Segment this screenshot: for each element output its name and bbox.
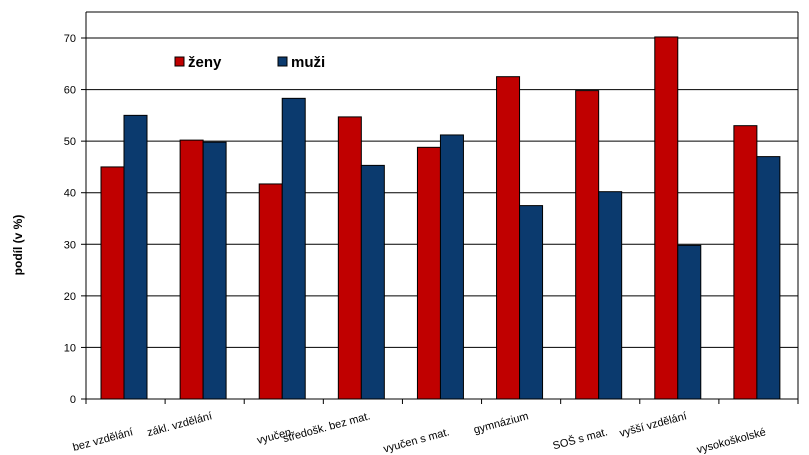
- y-tick-label: 70: [64, 33, 76, 45]
- y-tick-label: 0: [70, 394, 76, 406]
- bar-zeny: [575, 90, 600, 400]
- bar-muzi: [598, 191, 623, 400]
- bar-muzi: [756, 156, 781, 400]
- y-tick-label: 50: [64, 136, 76, 148]
- bar-muzi: [123, 114, 148, 400]
- bar-zeny: [258, 183, 283, 400]
- y-tick-label: 30: [64, 239, 76, 251]
- x-category-label: vyšší vzdělání: [618, 410, 688, 439]
- y-tick-label: 60: [64, 85, 76, 97]
- bar-zeny: [100, 166, 125, 400]
- bar-zeny: [179, 139, 204, 400]
- legend-swatch-zeny: [174, 56, 185, 67]
- bar-muzi: [202, 141, 227, 400]
- y-tick-label: 40: [64, 188, 76, 200]
- legend-label-zeny: ženy: [188, 54, 222, 71]
- x-category-label: vyučen s mat.: [382, 426, 451, 455]
- bar-muzi: [360, 164, 385, 400]
- y-tick-label: 20: [64, 291, 76, 303]
- x-category-label: bez vzdělání: [72, 426, 135, 454]
- x-category-label: gymnázium: [472, 410, 529, 436]
- legend-swatch-muzi: [277, 56, 288, 67]
- bar-zeny: [733, 125, 758, 400]
- x-category-label: středošk. bez mat.: [282, 410, 372, 445]
- axes: [81, 11, 799, 404]
- bars: [100, 36, 781, 400]
- legend-label-muzi: muži: [291, 54, 325, 71]
- x-category-label: zákl. vzdělání: [146, 410, 213, 439]
- legend: ženy muži: [174, 54, 325, 71]
- y-tick-label: 10: [64, 342, 76, 354]
- bar-zeny: [496, 76, 521, 400]
- x-category-label: SOŠ s mat.: [551, 425, 609, 452]
- bar-muzi: [519, 205, 544, 400]
- bar-zeny: [337, 116, 362, 400]
- bar-muzi: [677, 244, 702, 400]
- y-tick-labels: 0 10 20 30 40 50 60 70: [64, 33, 76, 406]
- y-axis-title: podíl (v %): [11, 215, 25, 276]
- bar-muzi: [439, 134, 464, 400]
- bar-zeny: [654, 36, 679, 400]
- bar-muzi: [281, 97, 306, 400]
- x-category-label: vysokoškolské: [696, 426, 768, 455]
- bar-zeny: [416, 146, 441, 400]
